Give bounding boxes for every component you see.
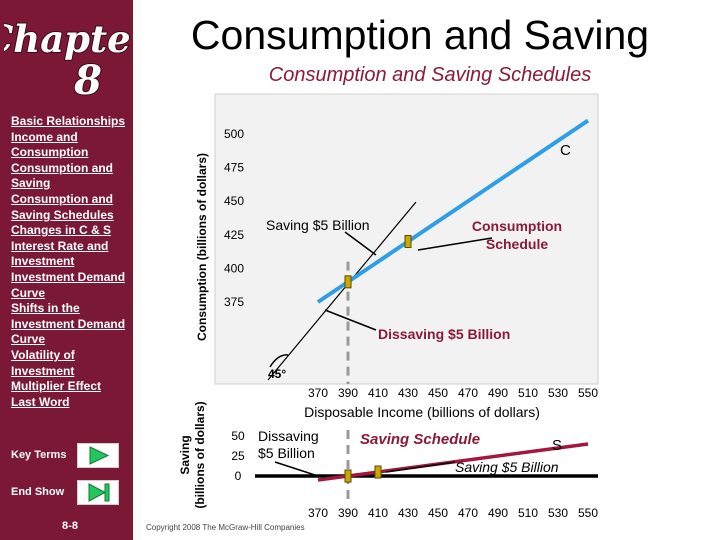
nav-item-consumption-saving[interactable]: Consumption and Saving	[11, 160, 113, 191]
consumption-y-tick: 500	[224, 127, 244, 141]
dissaving-arrow	[324, 309, 377, 331]
saving-x-tick: 530	[548, 506, 568, 520]
saving-x-tick: 510	[518, 506, 538, 520]
consumption-x-tick: 430	[398, 386, 418, 400]
chapter-nav: Basic Relationships Income and Consumpti…	[11, 114, 131, 410]
nav-item-basic-relationships[interactable]: Basic Relationships	[11, 114, 126, 128]
consumption-x-tick: 470	[458, 386, 478, 400]
key-terms-button[interactable]	[77, 443, 119, 468]
nav-item-investment-demand[interactable]: Investment Demand Curve	[11, 269, 126, 300]
chapter-logo-word: Chapter	[4, 17, 130, 61]
nav-item-income-consumption[interactable]: Income and Consumption	[11, 129, 89, 160]
saving-y-label-line1: Saving	[178, 435, 192, 474]
saving-x-tick: 390	[338, 506, 358, 520]
nav-item-changes-c-s[interactable]: Changes in C & S	[11, 223, 112, 238]
key-terms-label: Key Terms	[11, 449, 67, 461]
consumption-x-tick: 390	[338, 386, 358, 400]
saving-y-tick: 0	[235, 469, 242, 483]
consumption-x-tick: 490	[488, 386, 508, 400]
consumption-chart-ticks: 375 400 425 450 475 500 370 390 410 430 450 470 490 5…	[224, 127, 598, 400]
nav-item-shifts[interactable]: Shifts in the Investment Demand Curve	[11, 301, 126, 347]
consumption-y-tick: 450	[224, 194, 244, 208]
skip-end-icon	[88, 483, 110, 502]
consumption-schedule-arrow	[417, 237, 493, 251]
slide-subtitle: Consumption and Saving Schedules	[268, 64, 592, 86]
consumption-y-tick: 425	[224, 228, 244, 242]
saving-chart-marker	[344, 469, 352, 483]
series-label-c: C	[560, 142, 571, 159]
saving-y-tick: 25	[231, 449, 245, 463]
play-triangle-icon	[89, 446, 110, 465]
consumption-chart-marker	[344, 275, 352, 289]
consumption-chart-markers	[344, 235, 412, 289]
saving-x-label: Disposable Income (billions of dollars)	[304, 404, 540, 420]
saving-x-tick: 470	[458, 506, 478, 520]
saving-chart-ticks: 0 25 50 370 390 410 430 450 470 490 510 530 550	[231, 429, 598, 520]
consumption-x-tick: 530	[548, 386, 568, 400]
slide-title: Consumption and Saving	[190, 12, 650, 58]
saving-x-tick: 430	[398, 506, 418, 520]
annotation-saving-5-bottom: Saving $5 Billion	[455, 459, 559, 475]
annotation-dissaving-bottom-line2: $5 Billion	[258, 445, 315, 461]
consumption-x-tick: 450	[428, 386, 448, 400]
forty-five-degree-line	[267, 201, 417, 381]
saving-y-tick: 50	[231, 429, 245, 443]
angle-label: 45°	[268, 367, 286, 381]
consumption-y-tick: 400	[224, 261, 244, 275]
consumption-x-tick: 370	[308, 386, 328, 400]
nav-item-interest-rate[interactable]: Interest Rate and Investment	[11, 238, 109, 269]
saving-y-label-line2: (billions of dollars)	[193, 401, 207, 508]
chapter-logo: Chapter 8	[4, 16, 130, 98]
consumption-x-tick: 510	[518, 386, 538, 400]
consumption-chart-marker	[404, 235, 412, 249]
sidebar: Chapter 8 Basic Relationships Income and…	[0, 0, 133, 540]
saving-x-tick: 450	[428, 506, 448, 520]
consumption-y-label: Consumption (billions of dollars)	[195, 153, 209, 341]
annotation-consumption-schedule-line2: Schedule	[486, 236, 548, 252]
nav-item-last-word[interactable]: Last Word	[11, 394, 70, 409]
nav-item-schedules[interactable]: Consumption and Saving Schedules	[11, 191, 114, 222]
end-show-label: End Show	[11, 486, 65, 498]
saving-x-tick: 490	[488, 506, 508, 520]
consumption-x-tick: 410	[368, 386, 388, 400]
annotation-saving-5: Saving $5 Billion	[266, 217, 370, 233]
consumption-x-tick: 550	[578, 386, 598, 400]
annotation-dissaving-5: Dissaving $5 Billion	[378, 326, 510, 342]
angle-arc	[269, 354, 289, 368]
saving-chart-marker	[374, 465, 382, 479]
nav-item-volatility[interactable]: Volatility of Investment	[11, 347, 75, 378]
saving-arrow	[344, 231, 377, 256]
annotation-saving-schedule: Saving Schedule	[360, 431, 480, 448]
saving-x-tick: 370	[308, 506, 328, 520]
saving-x-tick: 550	[578, 506, 598, 520]
saving-chart-markers	[344, 465, 382, 483]
consumption-y-tick: 475	[224, 161, 244, 175]
dissaving-bottom-arrow	[274, 461, 319, 477]
saving-bottom-arrow	[385, 461, 456, 473]
saving-x-tick: 410	[368, 506, 388, 520]
annotation-dissaving-bottom-line1: Dissaving	[258, 428, 319, 444]
page-number: 8-8	[62, 520, 78, 532]
annotation-consumption-schedule-line1: Consumption	[472, 218, 562, 234]
consumption-y-tick: 375	[224, 295, 244, 309]
series-label-s: S	[552, 437, 562, 454]
nav-item-multiplier[interactable]: Multiplier Effect	[11, 379, 102, 394]
end-show-button[interactable]	[77, 480, 119, 505]
chapter-logo-number: 8	[73, 57, 102, 98]
copyright: Copyright 2008 The McGraw-Hill Companies	[146, 523, 305, 532]
consumption-line	[316, 118, 590, 304]
